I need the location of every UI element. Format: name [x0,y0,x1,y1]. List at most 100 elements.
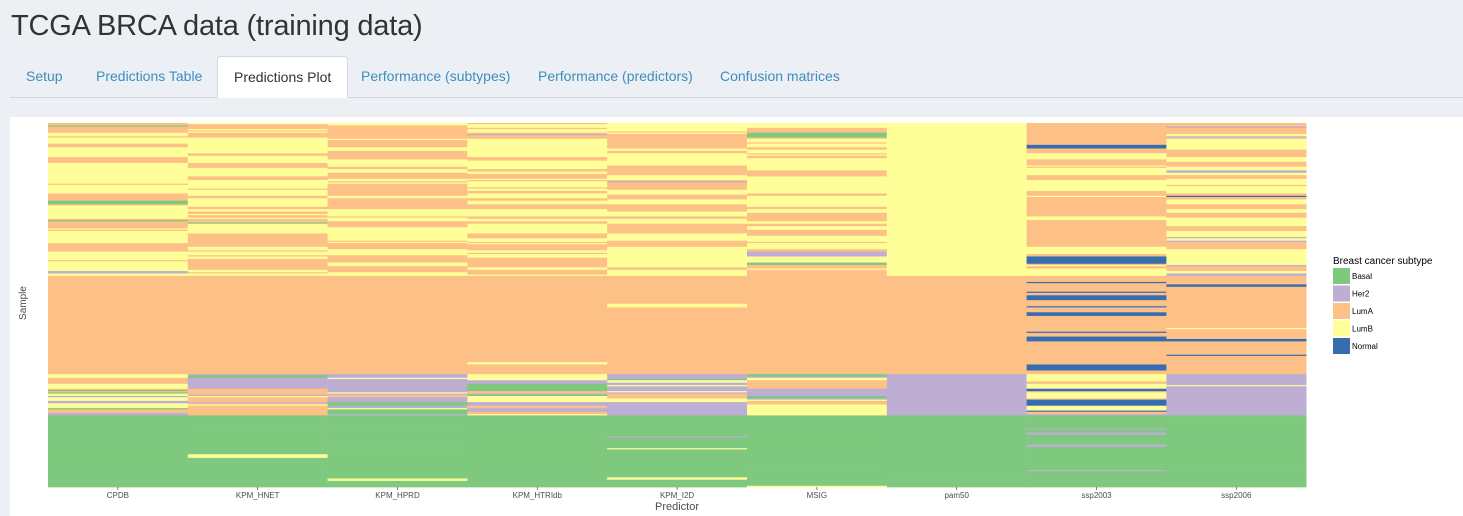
heatmap-cell-luma [48,281,189,289]
heatmap-cell-luma [327,154,468,157]
heatmap-cell-luma [327,275,468,285]
heatmap-cell-lumb [747,256,888,259]
tab-performance-predictors[interactable]: Performance (predictors) [538,68,693,84]
heatmap-cell-lumb [607,391,748,393]
heatmap-cell-lumb [1026,180,1167,183]
heatmap-cell-luma [1026,319,1167,324]
heatmap-cell-luma [48,288,189,290]
heatmap-cell-luma [747,147,888,151]
heatmap-cell-basal [886,461,1027,466]
heatmap-cell-lumb [467,186,608,188]
heatmap-cell-lumb [1026,264,1167,267]
heatmap-cell-basal [327,442,468,445]
heatmap-cell-basal [607,456,748,462]
heatmap-cell-basal [1026,426,1167,428]
heatmap-cell-luma [187,211,328,215]
heatmap-cell-luma [747,234,888,237]
heatmap-cell-luma [1026,411,1167,415]
heatmap-cell-luma [1026,141,1167,146]
heatmap-cell-lumb [886,246,1027,249]
heatmap-cell-luma [467,290,608,294]
heatmap-cell-lumb [747,161,888,164]
heatmap-cell-luma [48,243,189,246]
heatmap-cell-luma [48,204,189,206]
tab-performance-subtypes[interactable]: Performance (subtypes) [361,68,511,84]
heatmap-cell-basal [1166,419,1307,424]
heatmap-cell-luma [187,244,328,248]
heatmap-cell-luma [187,277,328,282]
heatmap-cell-luma [607,314,748,318]
heatmap-cell-lumb [747,163,888,168]
heatmap-cell-basal [467,460,608,464]
heatmap-cell-luma [886,328,1027,330]
heatmap-cell-luma [747,279,888,283]
heatmap-cell-luma [1026,300,1167,306]
heatmap-cell-lumb [886,197,1027,199]
heatmap-cell-her2 [1026,414,1167,416]
heatmap-cell-lumb [327,178,468,181]
heatmap-cell-lumb [607,218,748,222]
heatmap-cell-basal [747,442,888,447]
heatmap-cell-luma [48,198,189,202]
heatmap-cell-luma [747,281,888,286]
tab-predictions-table[interactable]: Predictions Table [96,68,203,84]
heatmap-cell-luma [607,329,748,333]
heatmap-cell-lumb [187,204,328,208]
heatmap-cell-luma [48,331,189,334]
heatmap-cell-lumb [886,247,1027,255]
heatmap-cell-luma [327,343,468,348]
heatmap-cell-normal [1026,410,1167,413]
heatmap-cell-basal [607,445,748,448]
heatmap-cell-luma [747,277,888,279]
heatmap-cell-lumb [467,181,608,186]
heatmap-cell-lumb [747,235,888,242]
heatmap-cell-luma [1026,161,1167,164]
heatmap-cell-lumb [607,261,748,268]
heatmap-cell-luma [747,249,888,252]
heatmap-cell-lumb [467,124,608,129]
heatmap-cell-luma [747,366,888,371]
heatmap-cell-basal [747,262,888,266]
heatmap-cell-luma [467,370,608,374]
heatmap-column-ssp2006 [1166,123,1307,488]
tab-confusion-matrices[interactable]: Confusion matrices [720,68,840,84]
heatmap-cell-basal [1026,468,1167,471]
heatmap-cell-luma [467,317,608,324]
heatmap-cell-basal [467,383,608,386]
heatmap-cell-lumb [1026,405,1167,411]
tab-setup[interactable]: Setup [26,68,63,84]
heatmap-cell-luma [327,313,468,316]
heatmap-cell-her2 [1026,444,1167,448]
heatmap-cell-luma [187,314,328,323]
heatmap-cell-luma [187,260,328,265]
tab-predictions-plot[interactable]: Predictions Plot [217,56,349,98]
heatmap-cell-her2 [1166,380,1307,386]
heatmap-cell-luma [187,154,328,157]
heatmap-cell-basal [747,471,888,473]
heatmap-cell-luma [1166,246,1307,250]
heatmap-cell-luma [886,358,1027,360]
heatmap-cell-basal [607,428,748,431]
heatmap-cell-luma [1026,123,1167,125]
heatmap-cell-luma [187,349,328,352]
heatmap-cell-her2 [187,377,328,382]
heatmap-cell-lumb [48,254,189,261]
heatmap-cell-basal [187,470,328,474]
heatmap-cell-lumb [48,211,189,214]
heatmap-cell-basal [187,222,328,225]
heatmap-cell-lumb [747,211,888,214]
heatmap-cell-lumb [886,269,1027,273]
heatmap-cell-lumb [886,137,1027,140]
heatmap-cell-luma [607,332,748,335]
heatmap-cell-lumb [467,250,608,252]
heatmap-cell-lumb [747,399,888,402]
heatmap-cell-basal [886,480,1027,483]
heatmap-cell-her2 [886,383,1027,388]
heatmap-cell-luma [48,295,189,297]
heatmap-cell-luma [327,353,468,356]
heatmap-cell-lumb [187,158,328,163]
heatmap-cell-luma [327,261,468,263]
heatmap-cell-lumb [1026,246,1167,255]
heatmap-cell-lumb [886,205,1027,208]
heatmap-cell-luma [607,267,748,271]
